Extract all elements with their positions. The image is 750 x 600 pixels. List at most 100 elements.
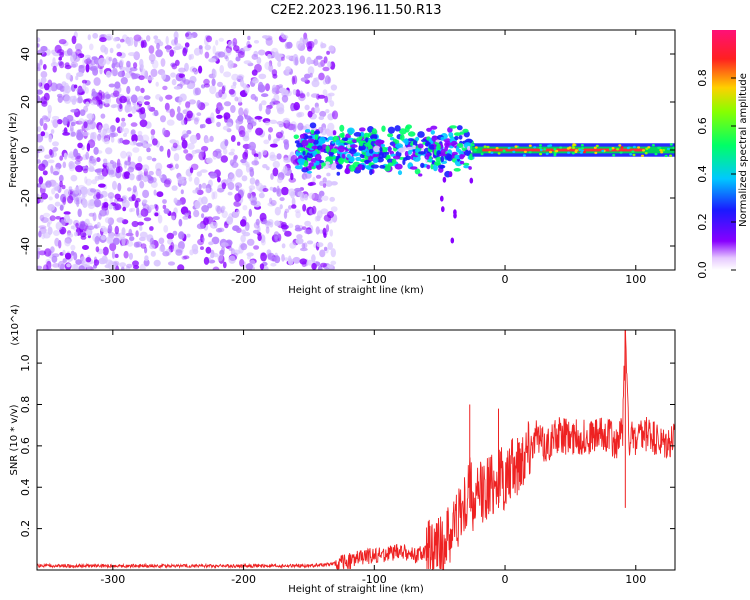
heatmap-cell bbox=[99, 209, 107, 217]
heatmap-cell bbox=[319, 110, 327, 118]
heatmap-cell bbox=[201, 182, 207, 189]
heatmap-cell bbox=[528, 151, 532, 154]
heatmap-cell bbox=[165, 44, 171, 53]
heatmap-cell bbox=[233, 155, 237, 163]
heatmap-cell bbox=[328, 45, 335, 52]
heatmap-cell bbox=[276, 188, 282, 197]
heatmap-cell bbox=[51, 255, 58, 263]
heatmap-cell bbox=[217, 105, 224, 111]
heatmap-cell bbox=[98, 89, 103, 96]
heatmap-cell bbox=[92, 67, 99, 76]
heatmap-cell bbox=[50, 246, 55, 253]
heatmap-cell bbox=[127, 187, 132, 192]
heatmap-cell bbox=[325, 109, 330, 114]
heatmap-cell bbox=[122, 199, 130, 209]
heatmap-cell bbox=[140, 107, 146, 115]
heatmap-cell bbox=[305, 129, 311, 133]
heatmap-cell bbox=[153, 259, 161, 267]
heatmap-cell bbox=[154, 38, 162, 45]
heatmap-cell bbox=[539, 152, 543, 156]
heatmap-cell bbox=[122, 139, 130, 145]
heatmap-cell bbox=[56, 119, 63, 125]
heatmap-cell bbox=[316, 215, 321, 222]
heatmap-cell bbox=[329, 100, 335, 107]
colorbar-tick-label: 0.0 bbox=[696, 261, 709, 279]
heatmap-cell bbox=[180, 119, 186, 126]
heatmap-cell bbox=[114, 62, 121, 68]
heatmap-cell bbox=[119, 103, 123, 110]
heatmap-cell bbox=[249, 188, 253, 194]
heatmap-cell bbox=[295, 237, 304, 245]
heatmap-cell bbox=[262, 188, 269, 192]
heatmap-cell bbox=[249, 177, 256, 185]
heatmap-cell bbox=[83, 121, 88, 129]
heatmap-cell bbox=[79, 231, 87, 238]
heatmap-cell bbox=[632, 145, 636, 149]
heatmap-cell bbox=[283, 210, 288, 219]
heatmap-cell bbox=[194, 87, 201, 96]
heatmap-cell bbox=[91, 91, 98, 98]
heatmap-cell bbox=[70, 131, 77, 137]
heatmap-cell bbox=[164, 102, 170, 111]
heatmap-cell bbox=[101, 205, 109, 211]
heatmap-cell bbox=[430, 163, 434, 170]
heatmap-cell bbox=[165, 94, 173, 100]
heatmap-cell bbox=[320, 262, 327, 268]
heatmap-cell bbox=[287, 258, 294, 266]
heatmap-cell bbox=[330, 206, 338, 213]
heatmap-cell bbox=[198, 183, 202, 190]
heatmap-cell bbox=[331, 110, 339, 120]
heatmap-cell bbox=[59, 51, 64, 58]
heatmap-cell bbox=[77, 95, 83, 104]
heatmap-cell bbox=[314, 106, 320, 114]
heatmap-cell bbox=[94, 175, 100, 181]
heatmap-cell bbox=[82, 189, 88, 198]
heatmap-cell bbox=[146, 147, 151, 153]
heatmap-cell bbox=[304, 193, 309, 201]
heatmap-cell bbox=[59, 204, 64, 211]
heatmap-cell bbox=[293, 75, 298, 85]
heatmap-cell bbox=[52, 146, 59, 152]
heatmap-cell bbox=[109, 242, 117, 252]
heatmap-cell bbox=[129, 67, 138, 72]
heatmap-cell bbox=[149, 244, 156, 250]
heatmap-cell bbox=[360, 132, 365, 137]
heatmap-cell bbox=[250, 93, 256, 100]
heatmap-cell bbox=[234, 193, 242, 202]
heatmap-cell bbox=[323, 246, 328, 251]
heatmap-cell bbox=[211, 236, 220, 245]
heatmap-cell bbox=[45, 267, 53, 270]
heatmap-cell bbox=[306, 240, 314, 245]
heatmap-cell bbox=[512, 150, 516, 153]
heatmap-cell bbox=[80, 235, 87, 240]
heatmap-cell bbox=[138, 107, 143, 115]
heatmap-cell bbox=[256, 56, 262, 65]
heatmap-cell bbox=[201, 205, 210, 213]
heatmap-cell bbox=[313, 38, 318, 45]
heatmap-cell bbox=[353, 152, 361, 157]
heatmap-cell bbox=[311, 79, 320, 88]
heatmap-cell bbox=[40, 192, 48, 200]
heatmap-cell bbox=[641, 154, 644, 157]
heatmap-cell bbox=[365, 137, 369, 143]
heatmap-cell bbox=[155, 81, 159, 87]
heatmap-cell bbox=[70, 121, 76, 127]
heatmap-cell bbox=[196, 223, 205, 230]
heatmap-cell bbox=[439, 164, 445, 169]
heatmap-cell bbox=[397, 170, 403, 176]
heatmap-cell bbox=[86, 57, 91, 62]
heatmap-cell bbox=[295, 151, 299, 156]
heatmap-cell bbox=[430, 130, 435, 135]
heatmap-cell bbox=[269, 197, 273, 204]
heatmap-cell bbox=[566, 147, 570, 150]
heatmap-cell bbox=[242, 151, 248, 161]
heatmap-cell bbox=[304, 229, 313, 235]
heatmap-cell bbox=[601, 149, 605, 153]
heatmap-cell bbox=[125, 151, 133, 158]
heatmap-cell bbox=[427, 158, 433, 162]
heatmap-cell bbox=[397, 147, 406, 153]
heatmap-cell bbox=[309, 181, 316, 186]
heatmap-cell bbox=[162, 251, 170, 257]
heatmap-cell bbox=[425, 152, 430, 158]
